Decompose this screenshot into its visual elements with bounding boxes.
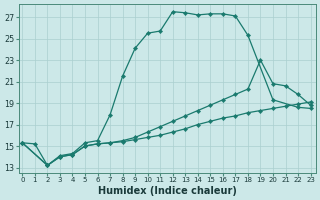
X-axis label: Humidex (Indice chaleur): Humidex (Indice chaleur) [98, 186, 236, 196]
